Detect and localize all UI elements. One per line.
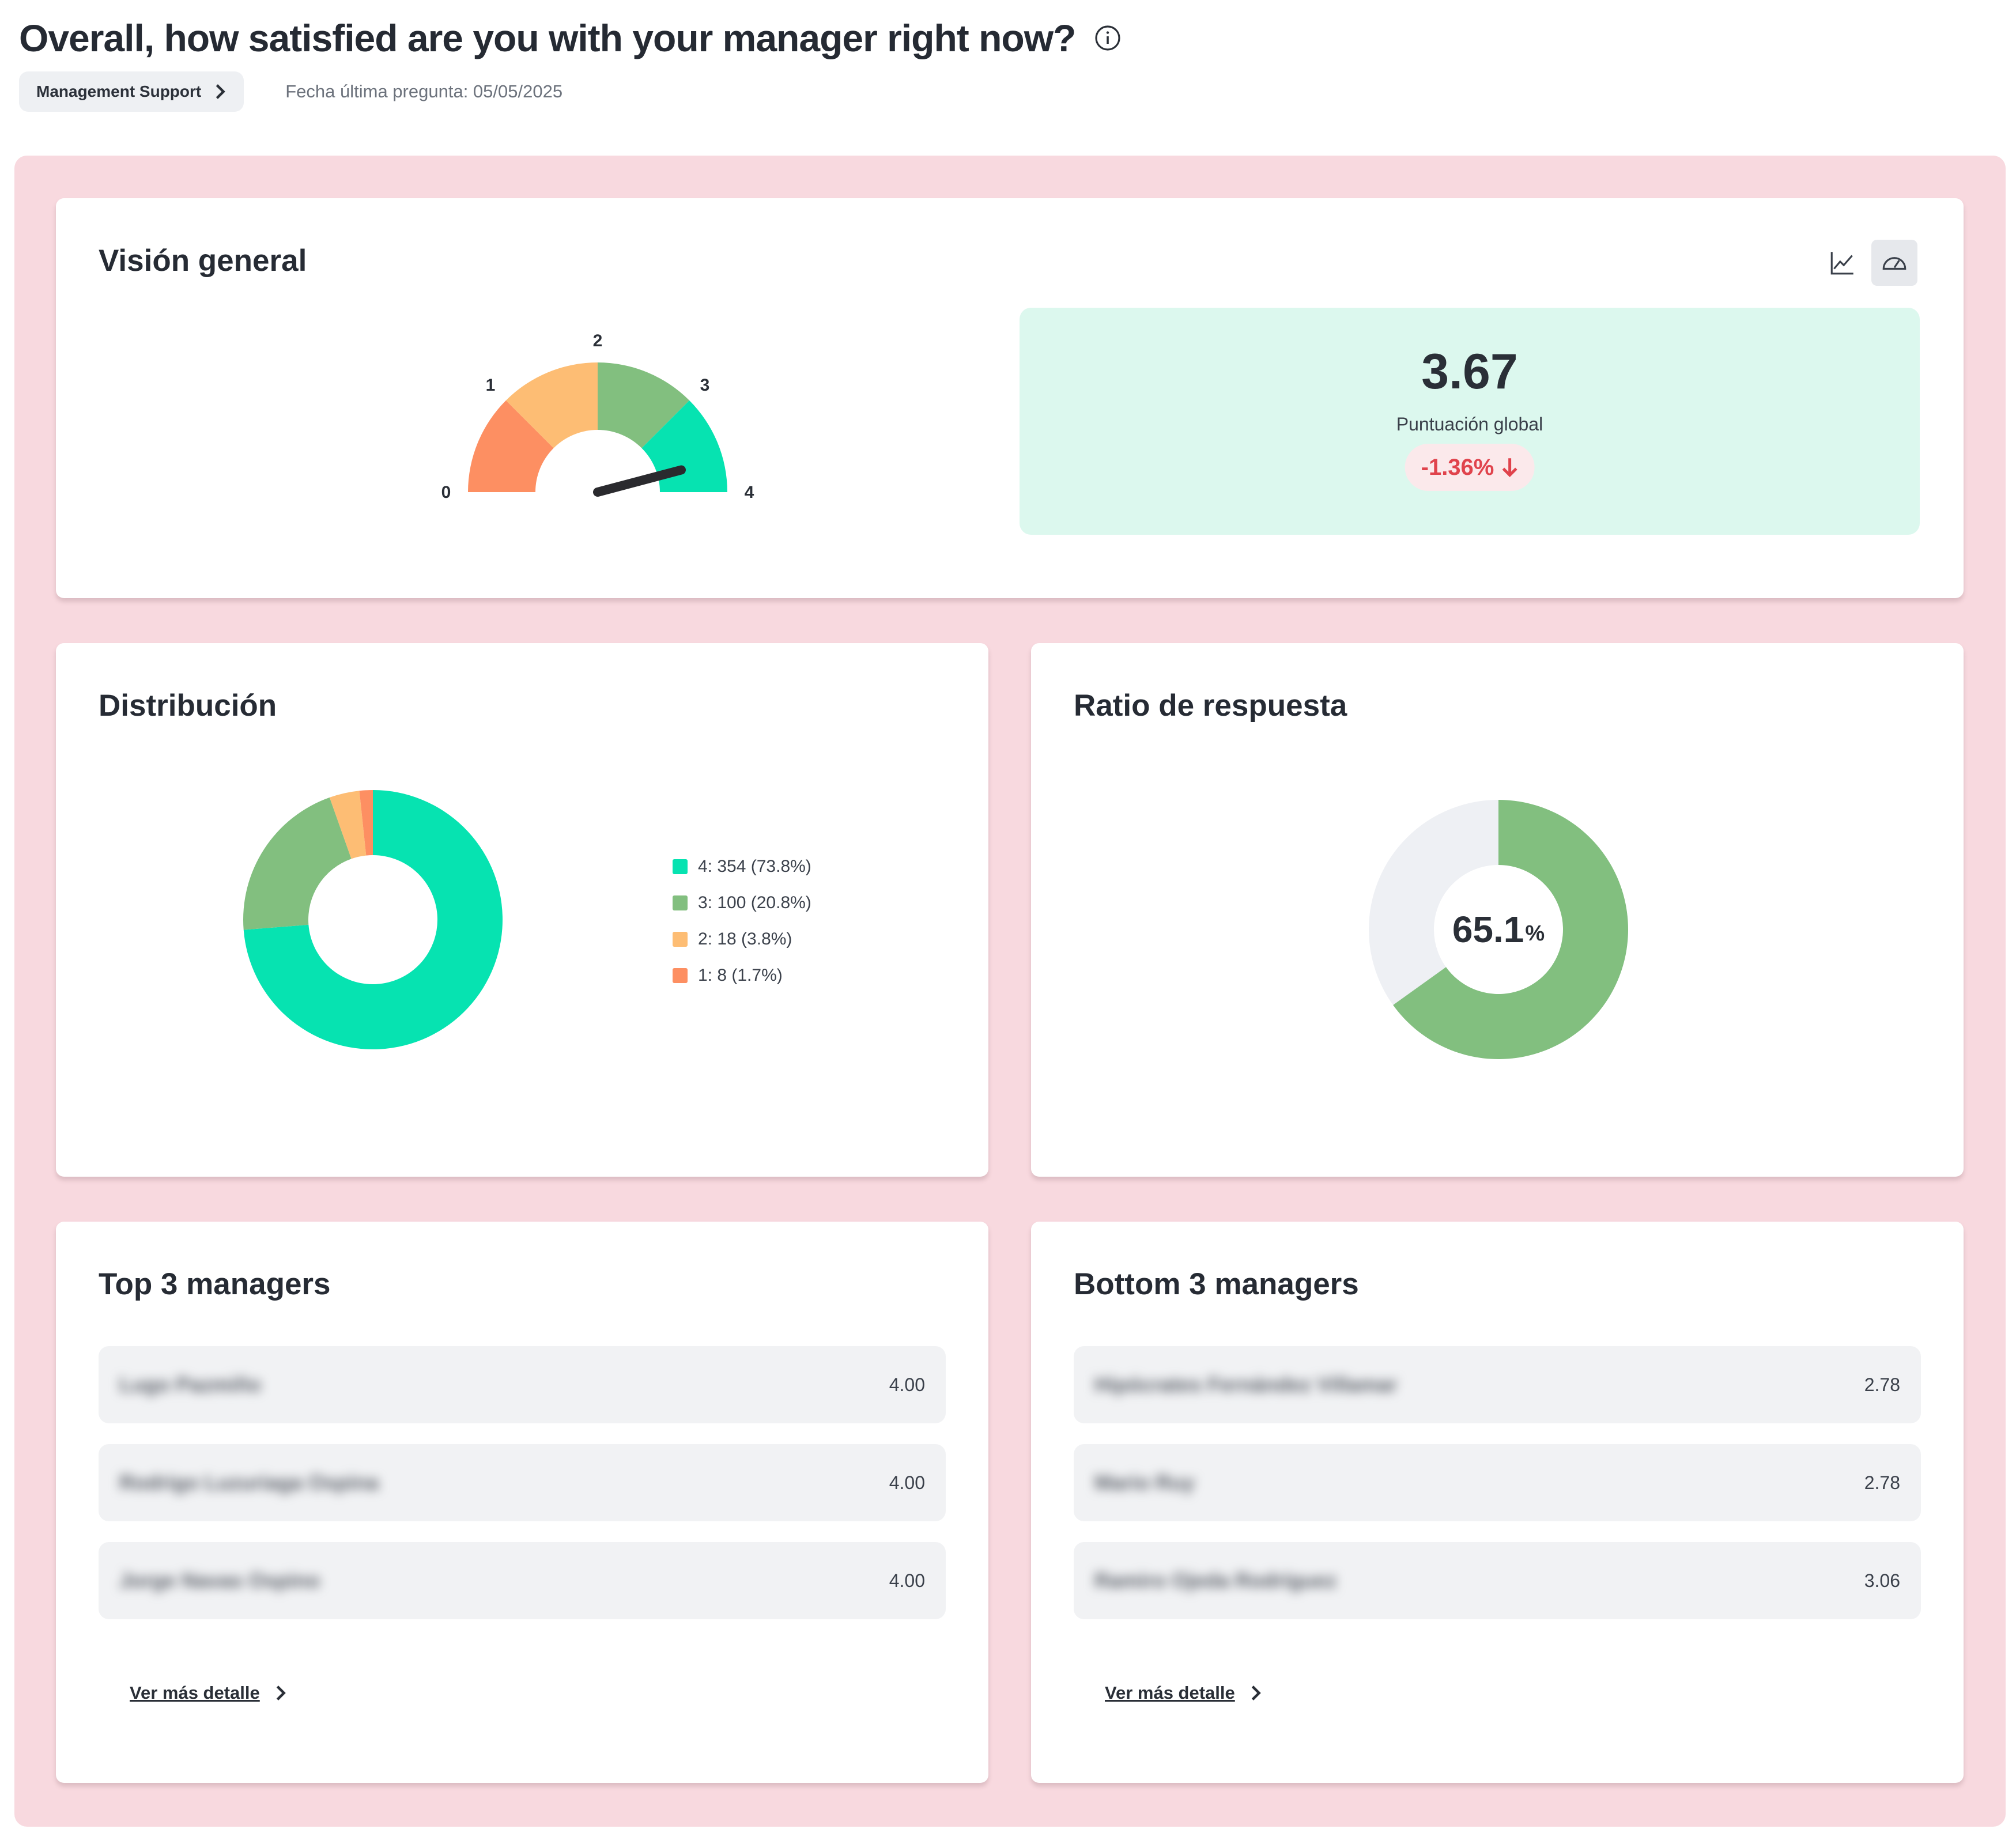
satisfaction-gauge: 0 1 2 3 4 [441,331,754,502]
global-score-label: Puntuación global [1396,414,1543,434]
distribution-title: Distribución [99,689,277,723]
arrow-down-icon [1502,458,1517,478]
bottom-managers-more-link[interactable]: Ver más detalle [1105,1683,1262,1703]
page-title: Overall, how satisfied are you with your… [19,17,1076,59]
top-manager-row[interactable]: Jorge Navas Ospino 4.00 [99,1542,946,1619]
response-rate-label: 65.1% [1363,794,1634,1065]
dashboard-panel: Visión general 0 1 2 3 4 3.67 Puntuación glo… [14,156,2006,1827]
legend-swatch [673,895,688,910]
manager-name: Ramiro Ojeda Rodríguez [1094,1569,1337,1592]
donut-slice-2 [329,791,367,859]
gauge-tick-label: 4 [745,483,754,502]
bottom-managers-list: Hipócrates Fernández Villamar 2.78 Mario… [1074,1346,1921,1640]
distribution-legend: 4: 354 (73.8%) 3: 100 (20.8%) 2: 18 (3.8%)… [673,848,811,993]
top-managers-more-link[interactable]: Ver más detalle [130,1683,286,1703]
gauge-tick-label: 0 [441,483,451,502]
legend-swatch [673,931,688,947]
legend-label: 2: 18 (3.8%) [698,929,792,948]
overview-title: Visión general [99,244,307,278]
bottom-managers-card: Bottom 3 managers Hipócrates Fernández V… [1031,1222,1964,1783]
top-managers-card: Top 3 managers Lugo Pazmiño 4.00 Rodrigo… [56,1222,988,1783]
manager-score: 2.78 [1864,1472,1900,1493]
gauge-tick-label: 2 [593,331,603,350]
last-question-date: Fecha última pregunta: 05/05/2025 [285,81,563,101]
manager-score: 4.00 [889,1472,925,1493]
category-chip-label: Management Support [36,82,202,100]
chevron-right-icon [276,1686,286,1700]
gauge-tick-label: 1 [486,376,496,395]
donut-slice-3 [243,797,352,930]
legend-label: 3: 100 (20.8%) [698,893,811,912]
manager-score: 3.06 [1864,1570,1900,1591]
legend-item: 3: 100 (20.8%) [673,885,811,921]
response-rate-card: Ratio de respuesta 65.1% [1031,643,1964,1177]
legend-swatch [673,859,688,874]
manager-score: 2.78 [1864,1374,1900,1395]
more-link-label: Ver más detalle [1105,1683,1235,1703]
manager-score: 4.00 [889,1374,925,1395]
gauge-segment-4 [641,400,727,492]
manager-name: Hipócrates Fernández Villamar [1094,1373,1398,1396]
top-manager-row[interactable]: Lugo Pazmiño 4.00 [99,1346,946,1423]
distribution-card: Distribución 4: 354 (73.8%) 3: 100 (20.8%… [56,643,988,1177]
gauge-segment-3 [598,362,690,448]
gauge-segment-1 [468,400,554,492]
chevron-right-icon [216,84,226,99]
bottom-manager-row[interactable]: Hipócrates Fernández Villamar 2.78 [1074,1346,1921,1423]
line-view-button[interactable] [1819,240,1866,286]
manager-score: 4.00 [889,1570,925,1591]
gauge-segment-2 [505,362,598,448]
bottom-manager-row[interactable]: Ramiro Ojeda Rodríguez 3.06 [1074,1542,1921,1619]
distribution-donut-chart [243,790,503,1049]
legend-item: 4: 354 (73.8%) [673,848,811,885]
legend-item: 1: 8 (1.7%) [673,957,811,993]
gauge-needle [593,465,686,497]
manager-name: Mario Ruy [1094,1471,1195,1494]
global-score-value: 3.67 [1421,344,1518,399]
response-rate-donut [1369,800,1628,1059]
chevron-right-icon [1251,1686,1261,1700]
legend-label: 4: 354 (73.8%) [698,856,811,876]
legend-label: 1: 8 (1.7%) [698,965,783,985]
overview-card: Visión general 0 1 2 3 4 3.67 Puntuación glo… [56,198,1964,598]
score-change-value: -1.36% [1421,454,1494,480]
global-score-box: 3.67 Puntuación global -1.36% [1020,308,1920,535]
category-chip[interactable]: Management Support [19,71,244,112]
manager-name: Lugo Pazmiño [119,1373,261,1396]
legend-item: 2: 18 (3.8%) [673,921,811,957]
bottom-manager-row[interactable]: Mario Ruy 2.78 [1074,1444,1921,1521]
score-change-badge: -1.36% [1405,444,1535,491]
response-rate-unit: % [1525,921,1545,946]
gauge-tick-label: 3 [700,376,710,395]
gauge-view-button[interactable] [1871,240,1917,286]
response-rate-value: 65.1 [1452,909,1524,950]
donut-slice-1 [359,790,373,856]
bottom-managers-title: Bottom 3 managers [1074,1267,1359,1301]
page-header: Overall, how satisfied are you with your… [19,12,1979,112]
manager-name: Rodrigo Luzuriaga Ospina [119,1471,379,1494]
top-manager-row[interactable]: Rodrigo Luzuriaga Ospina 4.00 [99,1444,946,1521]
response-rate-arc [1393,800,1628,1059]
gauge-icon [1882,257,1906,270]
top-managers-list: Lugo Pazmiño 4.00 Rodrigo Luzuriaga Ospi… [99,1346,946,1640]
line-chart-icon [1830,252,1853,275]
manager-name: Jorge Navas Ospino [119,1569,320,1592]
donut-slice-4 [243,790,503,1049]
top-managers-title: Top 3 managers [99,1267,331,1301]
response-rate-title: Ratio de respuesta [1074,689,1347,723]
info-icon[interactable] [1094,24,1122,52]
more-link-label: Ver más detalle [130,1683,260,1703]
legend-swatch [673,968,688,983]
